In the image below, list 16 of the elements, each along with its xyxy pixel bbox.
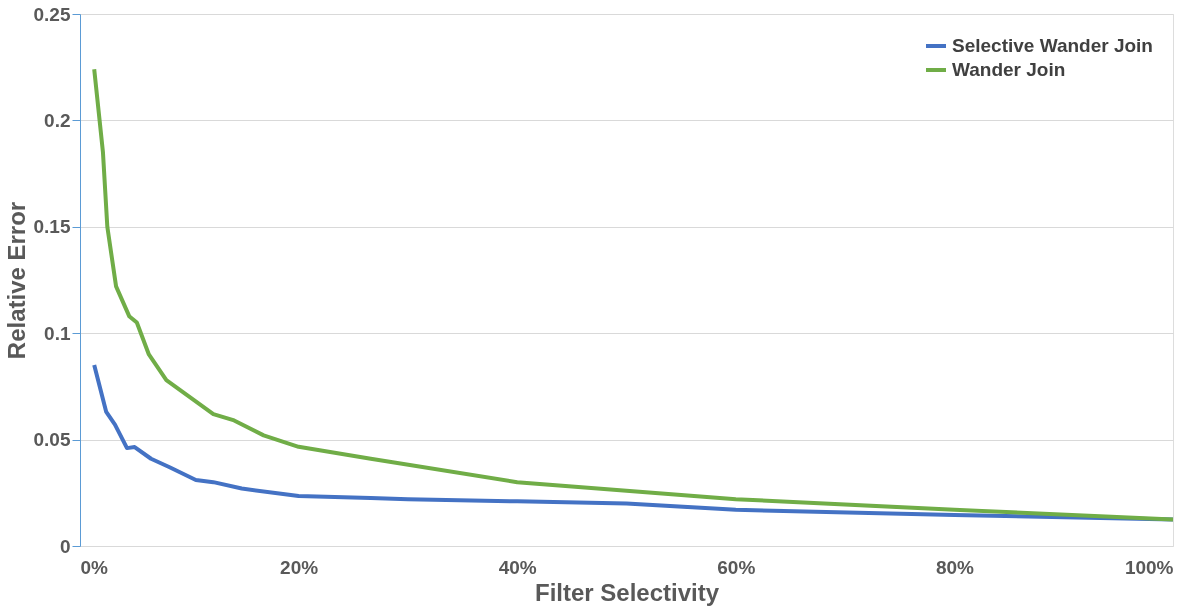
legend-label: Wander Join bbox=[952, 59, 1066, 80]
legend-label: Selective Wander Join bbox=[952, 35, 1153, 56]
x-axis-title: Filter Selectivity bbox=[534, 578, 720, 606]
x-tick-label: 40% bbox=[498, 556, 537, 578]
x-tick-label: 60% bbox=[717, 556, 756, 578]
y-tick-label: 0 bbox=[59, 535, 71, 557]
y-tick-label: 0.15 bbox=[33, 216, 71, 238]
y-tick-label: 0.05 bbox=[33, 429, 71, 451]
y-tick-label: 0.1 bbox=[44, 322, 71, 344]
y-tick-label: 0.25 bbox=[33, 3, 71, 25]
x-tick-label: 0% bbox=[80, 556, 109, 578]
y-axis-title: Relative Error bbox=[2, 201, 30, 360]
x-tick-label: 80% bbox=[935, 556, 975, 578]
x-tick-label: 20% bbox=[280, 556, 319, 578]
y-tick-label: 0.2 bbox=[44, 109, 71, 131]
x-tick-label: 100% bbox=[1124, 556, 1174, 578]
